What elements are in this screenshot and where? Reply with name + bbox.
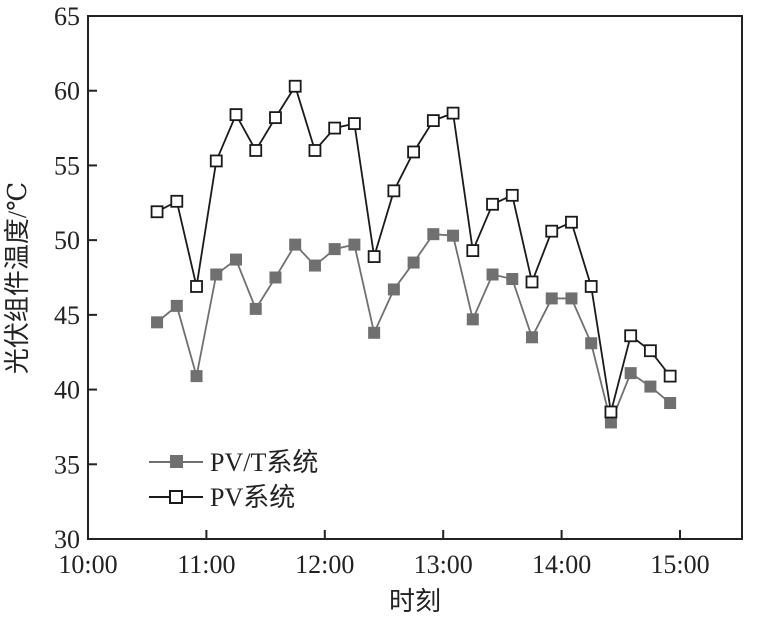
data-point <box>506 272 519 285</box>
data-point <box>426 114 440 127</box>
data-point <box>209 154 223 168</box>
data-point <box>466 313 479 326</box>
data-point <box>289 238 302 251</box>
data-point <box>526 331 538 344</box>
data-point <box>269 271 282 284</box>
data-point <box>446 106 460 120</box>
y-tick-label: 35 <box>54 450 80 479</box>
x-tick-label: 10:00 <box>58 550 117 579</box>
data-point <box>230 253 242 266</box>
data-point <box>545 224 559 238</box>
y-tick-label: 50 <box>54 226 80 255</box>
data-point <box>249 144 263 157</box>
y-tick-label: 30 <box>54 525 80 554</box>
data-point <box>387 283 400 296</box>
data-point <box>427 228 440 241</box>
y-tick-label: 55 <box>54 151 80 180</box>
legend-marker-pvt <box>170 455 183 468</box>
data-point <box>387 184 401 198</box>
y-tick-label: 60 <box>54 77 80 106</box>
data-point <box>664 397 677 410</box>
data-point <box>190 280 203 293</box>
data-point <box>407 145 421 159</box>
x-tick-label: 13:00 <box>414 550 473 579</box>
data-point <box>347 117 361 130</box>
data-point <box>308 259 321 272</box>
legend: PV/T系统 PV系统 <box>149 448 318 512</box>
data-point <box>249 302 262 315</box>
data-point <box>624 329 638 343</box>
data-point <box>151 316 164 329</box>
data-point <box>308 144 322 157</box>
y-axis-label: 光伏组件温度/℃ <box>3 182 32 374</box>
data-point <box>525 275 539 289</box>
x-tick-label: 11:00 <box>177 550 235 579</box>
data-point <box>604 405 618 419</box>
x-axis-label: 时刻 <box>389 587 441 616</box>
data-point <box>368 326 381 339</box>
x-tick-label: 14:00 <box>532 550 591 579</box>
y-tick-label: 40 <box>54 376 80 405</box>
plot-frame <box>87 15 743 540</box>
legend-label-pv: PV系统 <box>210 483 295 512</box>
data-point <box>229 108 243 122</box>
legend-item-pv: PV系统 <box>149 483 295 512</box>
data-point <box>584 280 598 293</box>
data-point <box>604 416 617 429</box>
data-point <box>170 194 184 208</box>
x-tick-label: 12:00 <box>295 550 354 579</box>
data-point <box>545 292 558 305</box>
data-point <box>150 205 164 219</box>
data-point <box>348 238 361 251</box>
data-point <box>663 369 677 383</box>
series-pv <box>150 79 677 419</box>
data-point <box>486 197 499 211</box>
y-tick-label: 45 <box>54 301 80 330</box>
legend-marker-pv <box>169 490 183 504</box>
data-point <box>170 299 183 312</box>
y-tick-label: 65 <box>54 2 80 31</box>
data-point <box>505 188 519 202</box>
data-point <box>585 337 598 350</box>
data-point <box>328 121 342 135</box>
series-pvt <box>151 228 677 429</box>
data-point <box>486 268 499 281</box>
data-point <box>288 79 302 93</box>
data-point <box>466 244 480 258</box>
data-point <box>190 370 203 383</box>
data-point <box>644 344 657 358</box>
data-point <box>210 268 223 281</box>
data-point <box>565 292 578 305</box>
legend-item-pvt: PV/T系统 <box>149 448 318 477</box>
legend-label-pvt: PV/T系统 <box>210 448 318 477</box>
data-point <box>447 229 460 242</box>
data-point <box>644 380 657 393</box>
data-point <box>328 243 341 256</box>
data-point <box>624 367 637 380</box>
data-point <box>565 215 578 229</box>
x-tick-label: 15:00 <box>650 550 709 579</box>
series-line <box>156 84 671 413</box>
data-point <box>269 111 282 125</box>
data-point <box>367 250 381 263</box>
data-point <box>407 256 420 269</box>
